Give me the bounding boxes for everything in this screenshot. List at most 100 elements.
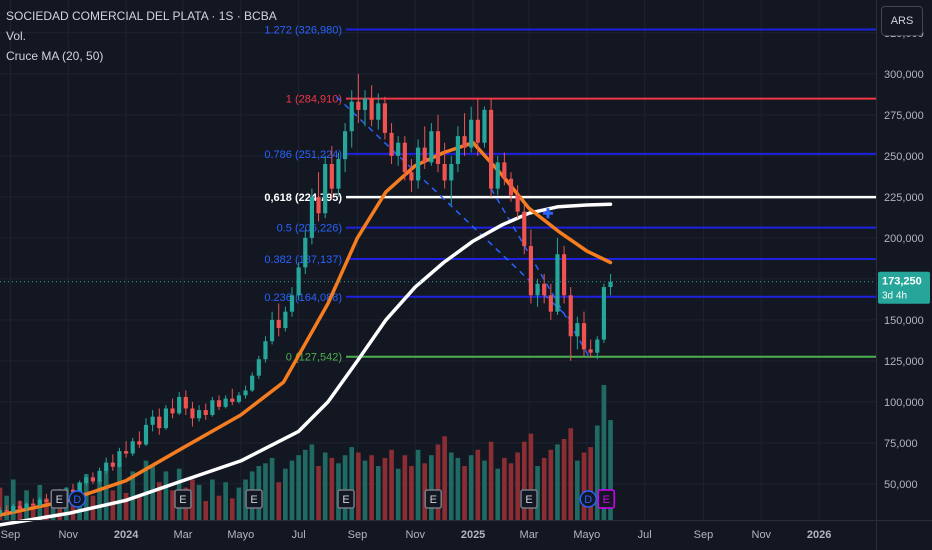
volume-bar <box>495 468 501 520</box>
earnings-marker[interactable]: E <box>337 489 355 509</box>
candle <box>90 477 95 482</box>
y-tick-label: 200,000 <box>884 233 924 245</box>
volume-bar <box>150 466 155 520</box>
volume-bar <box>296 455 301 520</box>
dividend-marker[interactable]: D <box>579 490 598 508</box>
volume-bar <box>289 460 295 520</box>
candle <box>137 441 142 445</box>
earnings-letter: E <box>342 494 349 506</box>
x-axis: Sep Nov 2024 Mar Mayo Jul Sep Nov 2025 Mar Mayo Jul… <box>1 529 832 541</box>
candle <box>110 462 115 467</box>
volume-bar <box>356 452 361 520</box>
candle <box>97 470 102 482</box>
candle <box>588 349 593 353</box>
last-price-badge <box>878 271 930 304</box>
candle <box>163 408 168 429</box>
volume-bar <box>117 463 122 520</box>
symbol-title[interactable]: SOCIEDAD COMERCIAL DEL PLATA · 1S · BCBA <box>6 9 277 23</box>
volume-bar <box>163 471 169 520</box>
candle <box>11 506 16 512</box>
candle <box>435 131 441 165</box>
y-tick-label: 75,000 <box>884 438 918 450</box>
ma-slow-line <box>0 202 613 527</box>
volume-bar <box>103 468 109 520</box>
fib-label: 1.272 (326,980) <box>264 25 342 37</box>
candle <box>283 311 288 329</box>
x-tick-label: Sep <box>694 529 714 541</box>
volume-bar <box>309 444 315 520</box>
candles <box>0 73 613 517</box>
candle <box>608 281 613 288</box>
volume-bar <box>229 498 235 520</box>
currency-button[interactable]: ARS <box>881 6 923 36</box>
volume-bar <box>342 455 348 520</box>
volume-bar <box>329 457 335 520</box>
volume-bar <box>395 468 401 520</box>
candle <box>263 341 268 360</box>
candle <box>489 109 494 189</box>
candle <box>289 295 295 312</box>
dividend-circle <box>579 490 598 508</box>
candle <box>555 254 560 312</box>
candle <box>270 319 275 342</box>
candle <box>475 119 480 143</box>
volume-bar <box>269 457 275 520</box>
fib-label: 0.5 (206,226) <box>277 223 342 235</box>
volume-bar <box>143 460 149 520</box>
earnings-marker[interactable]: E <box>424 489 443 509</box>
candle <box>250 375 255 391</box>
volume-bar <box>601 385 607 520</box>
y-tick-label: 50,000 <box>884 479 918 491</box>
volume-bar <box>44 498 49 520</box>
candle <box>216 400 222 407</box>
candle <box>4 510 9 512</box>
candle <box>236 395 241 402</box>
candle <box>44 499 49 502</box>
candle <box>542 283 547 296</box>
fib-label: 0,618 (224,795) <box>264 192 342 204</box>
volume-bar <box>190 479 195 520</box>
earnings-marker[interactable]: E <box>174 489 192 509</box>
ma-cross-indicator-label[interactable]: Cruce MA (20, 50) <box>6 49 104 63</box>
volume-bar <box>482 460 487 520</box>
volume-bar <box>462 466 467 520</box>
volume-bar <box>137 495 142 520</box>
candle <box>442 164 447 181</box>
candle <box>77 483 82 493</box>
volume-bar <box>568 428 574 520</box>
volume-bar <box>30 503 36 520</box>
volume-indicator-label[interactable]: Vol. <box>6 29 27 43</box>
volume-bar <box>369 455 374 520</box>
volume-bar <box>223 482 228 520</box>
earnings-letter: E <box>525 494 532 506</box>
earnings-marker[interactable]: E <box>597 489 616 509</box>
candle <box>0 510 3 514</box>
candle <box>243 390 248 396</box>
fib-levels: 0 (127,542)0.236 (164,088)0.382 (187,137… <box>264 25 876 364</box>
earnings-box <box>520 489 538 509</box>
candle <box>336 159 341 189</box>
volume-bar <box>455 457 461 520</box>
earnings-letter: E <box>179 494 186 506</box>
volume-bar <box>502 457 507 520</box>
earnings-marker[interactable]: E <box>245 489 263 509</box>
volume-bar <box>588 447 593 520</box>
volume-bar <box>236 487 242 520</box>
fib-label: 0.786 (251,224) <box>264 149 342 161</box>
candle <box>396 142 401 156</box>
volume-bar <box>561 439 567 520</box>
earnings-box <box>245 489 263 509</box>
volume-bar <box>528 433 534 520</box>
y-tick-label: 275,000 <box>884 110 924 122</box>
volume-bar <box>548 449 554 520</box>
volume-bar <box>541 457 547 520</box>
candle <box>31 503 36 506</box>
dividend-marker[interactable]: D <box>68 490 87 508</box>
earnings-marker[interactable]: E <box>50 489 69 509</box>
candle <box>343 131 348 160</box>
candle <box>349 101 354 132</box>
candle <box>124 451 129 454</box>
earnings-marker[interactable]: E <box>520 489 538 509</box>
candle <box>502 162 507 179</box>
